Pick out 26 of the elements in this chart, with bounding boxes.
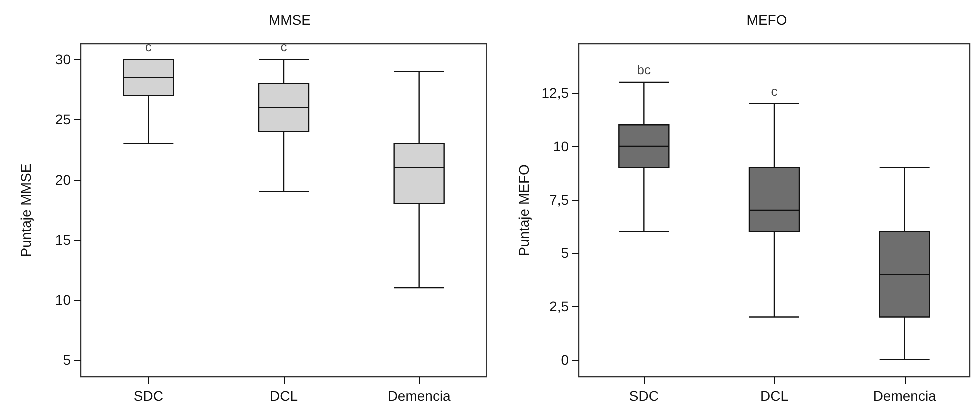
y-tick-label: 2,5 bbox=[550, 298, 570, 315]
annotation: c bbox=[771, 84, 778, 99]
y-tick-label: 10 bbox=[55, 292, 72, 308]
annotation: bc bbox=[637, 62, 652, 78]
annotation: c bbox=[280, 40, 288, 55]
chart-title: MEFO bbox=[746, 12, 788, 28]
y-tick-label: 15 bbox=[55, 232, 72, 248]
chart-title: MMSE bbox=[269, 12, 311, 28]
y-tick-label: 0 bbox=[561, 352, 570, 368]
y-tick-label: 5 bbox=[63, 352, 72, 368]
x-tick-label: DCL bbox=[270, 388, 298, 404]
y-axis-title: Puntaje MMSE bbox=[18, 164, 34, 258]
y-axis-title: Puntaje MEFO bbox=[516, 164, 532, 256]
annotation: c bbox=[145, 40, 152, 55]
y-tick-label: 25 bbox=[55, 112, 72, 128]
x-tick-label: SDC bbox=[134, 388, 164, 404]
y-tick-label: 5 bbox=[561, 245, 570, 262]
x-tick-label: SDC bbox=[629, 388, 659, 404]
y-tick-label: 12,5 bbox=[542, 85, 570, 102]
y-tick-label: 30 bbox=[55, 52, 72, 68]
y-tick-label: 7,5 bbox=[550, 192, 570, 208]
x-tick-label: Demencia bbox=[388, 388, 452, 404]
x-tick-label: DCL bbox=[760, 388, 789, 404]
y-tick-label: 20 bbox=[55, 172, 72, 188]
x-tick-label: Demencia bbox=[873, 388, 937, 404]
y-tick-label: 10 bbox=[553, 138, 570, 154]
